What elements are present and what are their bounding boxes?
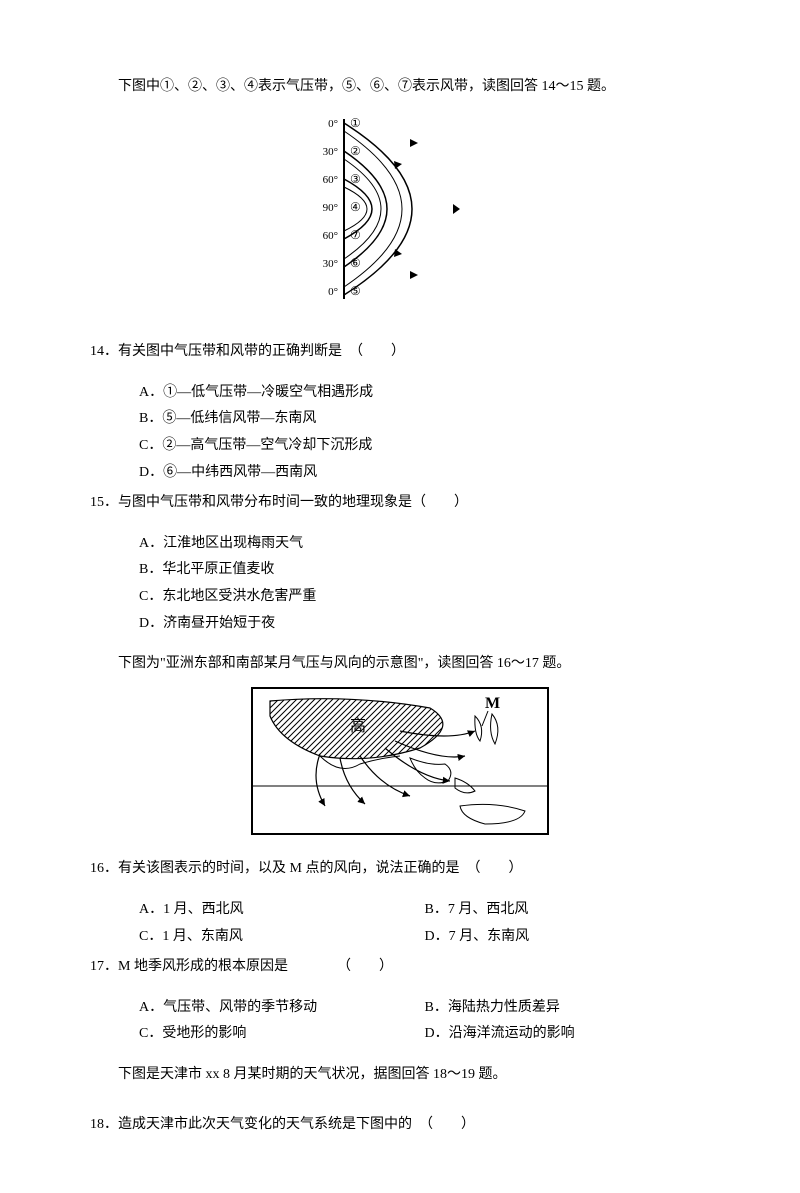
svg-text:30°: 30° [323,146,338,158]
intro-16-17: 下图为"亚洲东部和南部某月气压与风向的示意图"，读图回答 16～17 题。 [90,651,710,678]
svg-text:④: ④ [350,200,361,214]
exam-page: 下图中①、②、③、④表示气压带，⑤、⑥、⑦表示风带，读图回答 14～15 题。 … [0,0,800,1193]
q14-options: A．①—低气压带—冷暖空气相遇形成 B．⑤—低纬信风带—东南风 C．②—高气压带… [90,380,710,486]
figure-asia-monsoon: 高 M [90,686,710,847]
svg-text:②: ② [350,144,361,158]
svg-text:M: M [485,695,500,712]
pressure-belt-diagram: 0° 30° 60° 90° 60° 30° 0° [310,109,490,319]
q16-options: A．1 月、西北风 B．7 月、西北风 C．1 月、东南风 D．7 月、东南风 [90,897,710,950]
svg-text:⑥: ⑥ [350,256,361,270]
q16-stem: 16．有关该图表示的时间，以及 M 点的风向，说法正确的是 （ ） [90,856,710,883]
svg-text:高: 高 [350,717,366,735]
intro-14-15: 下图中①、②、③、④表示气压带，⑤、⑥、⑦表示风带，读图回答 14～15 题。 [90,74,710,101]
svg-text:0°: 0° [328,118,338,130]
q14-opt-c: C．②—高气压带—空气冷却下沉形成 [139,433,710,460]
q17-opt-c: C．受地形的影响 [139,1021,425,1048]
q16-opt-d: D．7 月、东南风 [425,924,711,951]
svg-text:0°: 0° [328,286,338,298]
q16-opt-c: C．1 月、东南风 [139,924,425,951]
q17-opt-d: D．沿海洋流运动的影响 [425,1021,711,1048]
q15-opt-c: C．东北地区受洪水危害严重 [139,584,710,611]
q14-opt-d: D．⑥—中纬西风带—西南风 [139,460,710,487]
asia-monsoon-diagram: 高 M [250,686,550,836]
q15-opt-d: D．济南昼开始短于夜 [139,611,710,638]
q17-opt-b: B．海陆热力性质差异 [425,995,711,1022]
svg-text:60°: 60° [323,230,338,242]
svg-text:③: ③ [350,172,361,186]
figure-pressure-belts: 0° 30° 60° 90° 60° 30° 0° [90,109,710,330]
svg-text:⑤: ⑤ [350,284,361,298]
q15-opt-b: B．华北平原正值麦收 [139,557,710,584]
svg-text:30°: 30° [323,258,338,270]
svg-text:①: ① [350,116,361,130]
q16-opt-b: B．7 月、西北风 [425,897,711,924]
q15-stem: 15．与图中气压带和风带分布时间一致的地理现象是（ ） [90,490,710,517]
q17-opt-a: A．气压带、风带的季节移动 [139,995,425,1022]
q17-options: A．气压带、风带的季节移动 B．海陆热力性质差异 C．受地形的影响 D．沿海洋流… [90,995,710,1048]
q14-stem: 14．有关图中气压带和风带的正确判断是 （ ） [90,339,710,366]
svg-text:90°: 90° [323,202,338,214]
q15-options: A．江淮地区出现梅雨天气 B．华北平原正值麦收 C．东北地区受洪水危害严重 D．… [90,531,710,637]
q15-opt-a: A．江淮地区出现梅雨天气 [139,531,710,558]
q14-opt-a: A．①—低气压带—冷暖空气相遇形成 [139,380,710,407]
svg-text:⑦: ⑦ [350,228,361,242]
q16-opt-a: A．1 月、西北风 [139,897,425,924]
q17-stem: 17．M 地季风形成的根本原因是 （ ） [90,954,710,981]
q18-stem: 18．造成天津市此次天气变化的天气系统是下图中的 （ ） [90,1112,710,1139]
svg-text:60°: 60° [323,174,338,186]
intro-18-19: 下图是天津市 xx 8 月某时期的天气状况，据图回答 18～19 题。 [90,1062,710,1089]
q14-opt-b: B．⑤—低纬信风带—东南风 [139,406,710,433]
